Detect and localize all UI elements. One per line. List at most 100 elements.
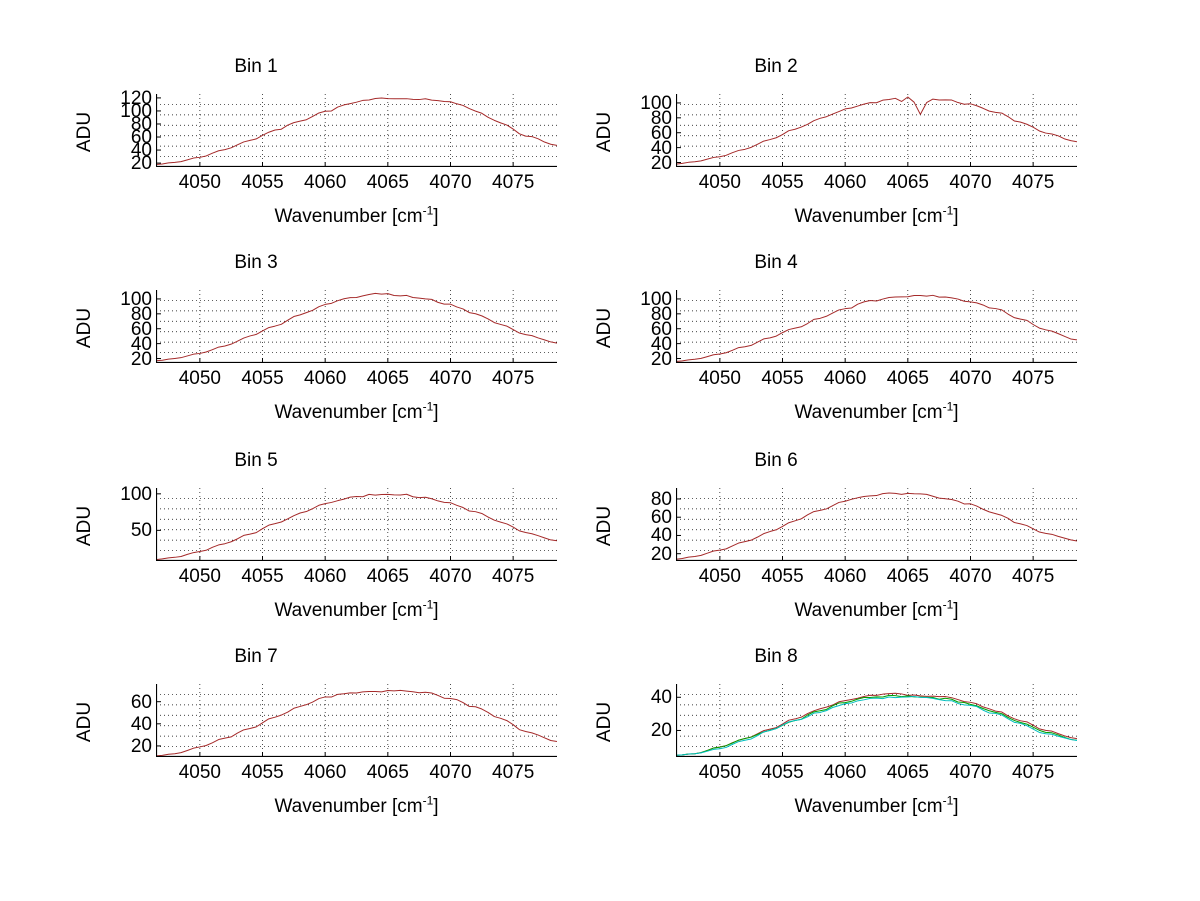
y-tick-label: 50 <box>130 520 152 542</box>
x-axis-label-exponent: -1 <box>942 793 954 808</box>
x-tick-label: 4065 <box>886 172 929 193</box>
plot-area <box>676 684 1077 757</box>
axes-svg <box>676 684 1077 757</box>
x-tick-label-group: 4050 4055 4060 4065 4070 4075 <box>156 762 557 786</box>
x-tick-label: 4075 <box>492 566 535 587</box>
y-tick-label-group: 40 20 <box>620 676 674 766</box>
x-tick-label: 4050 <box>178 368 221 389</box>
x-tick-label: 4055 <box>761 368 804 389</box>
x-tick-label: 4050 <box>698 762 741 783</box>
axis-spines <box>156 94 557 167</box>
gridlines <box>676 94 1077 167</box>
subplot-panel-bin-4: Bin 4 ADU 100 80 60 40 20 4050 4055 4060 4065 4070 4… <box>520 242 1120 437</box>
x-tick-label: 4055 <box>241 368 284 389</box>
x-axis-label-suffix: ] <box>953 796 959 817</box>
axis-spines <box>676 290 1077 363</box>
y-tick-label: 60 <box>650 122 672 144</box>
x-axis-label-exponent: -1 <box>422 597 434 612</box>
x-tick-label: 4055 <box>241 172 284 193</box>
y-tick-label: 20 <box>130 153 152 175</box>
trace-spectrum <box>676 96 1077 165</box>
axes-svg <box>156 488 557 561</box>
x-axis-label: Wavenumber [cm-1] <box>676 205 1077 228</box>
x-axis-label: Wavenumber [cm-1] <box>676 401 1077 424</box>
y-tick-label-group: 100 50 <box>100 480 154 570</box>
data-traces <box>156 493 557 561</box>
y-tick-label: 80 <box>650 303 672 325</box>
x-tick-label: 4070 <box>949 368 992 389</box>
panel-title: Bin 3 <box>234 252 278 273</box>
data-traces <box>156 97 557 165</box>
x-tick-label: 4075 <box>492 762 535 783</box>
x-tick-label: 4075 <box>492 368 535 389</box>
plot-area <box>676 488 1077 561</box>
plot-area <box>676 94 1077 167</box>
x-axis-label: Wavenumber [cm-1] <box>156 205 557 228</box>
x-tick-label: 4060 <box>304 762 347 783</box>
gridlines <box>156 488 557 561</box>
y-tick-label: 20 <box>650 720 672 742</box>
y-tick-label: 100 <box>120 288 152 310</box>
y-tick-label-group: 100 80 60 40 20 <box>100 282 154 372</box>
gridlines <box>156 290 557 363</box>
subplot-panel-bin-6: Bin 6 ADU 80 60 40 20 4050 4055 4060 4065 4070 4075… <box>520 440 1120 635</box>
y-tick-label: 60 <box>130 127 152 149</box>
y-tick-label: 80 <box>130 303 152 325</box>
axis-spines <box>676 94 1077 167</box>
y-tick-label-group: 100 80 60 40 20 <box>620 282 674 372</box>
panel-title: Bin 6 <box>754 450 798 471</box>
x-axis-label-prefix: Wavenumber [cm <box>794 796 943 817</box>
x-tick-label: 4060 <box>824 368 867 389</box>
x-tick-label: 4055 <box>241 762 284 783</box>
y-tick-label: 40 <box>650 333 672 355</box>
y-tick-label: 60 <box>130 318 152 340</box>
x-axis-label-suffix: ] <box>433 796 439 817</box>
data-traces <box>676 692 1077 756</box>
x-tick-label: 4060 <box>824 566 867 587</box>
x-axis-label: Wavenumber [cm-1] <box>676 599 1077 622</box>
y-tick-label: 100 <box>640 92 672 114</box>
x-tick-label: 4055 <box>761 762 804 783</box>
subplot-panel-bin-1: Bin 1 ADU 120 100 80 60 40 20 4050 4055 4060 4065 40… <box>0 46 600 241</box>
gridlines <box>156 684 557 757</box>
x-tick-label: 4065 <box>886 762 929 783</box>
subplot-panel-bin-3: Bin 3 ADU 100 80 60 40 20 4050 4055 4060 4065 4070 4… <box>0 242 600 437</box>
x-axis-label-suffix: ] <box>433 206 439 227</box>
x-axis-label-suffix: ] <box>953 600 959 621</box>
x-axis-label-prefix: Wavenumber [cm <box>794 600 943 621</box>
x-tick-label: 4055 <box>761 566 804 587</box>
plot-background <box>156 684 557 757</box>
subplot-panel-bin-2: Bin 2 ADU 100 80 60 40 20 4050 4055 4060 4065 4070 4… <box>520 46 1120 241</box>
y-tick-label-group: 100 80 60 40 20 <box>620 86 674 176</box>
trace-trace-green <box>676 694 1077 756</box>
data-traces <box>676 294 1077 362</box>
x-tick-label: 4050 <box>178 566 221 587</box>
y-axis-label-text: ADU <box>594 307 615 349</box>
y-tick-label: 60 <box>130 691 152 713</box>
y-tick-label: 80 <box>130 113 152 135</box>
y-axis-label: ADU <box>74 498 96 554</box>
x-tick-label: 4050 <box>698 368 741 389</box>
x-tick-label: 4070 <box>949 566 992 587</box>
axes-svg <box>676 290 1077 363</box>
x-tick-label: 4065 <box>366 368 409 389</box>
x-axis-label-exponent: -1 <box>422 399 434 414</box>
plot-background <box>156 488 557 561</box>
x-axis-label-suffix: ] <box>953 402 959 423</box>
y-axis-label: ADU <box>594 498 616 554</box>
y-axis-label-text: ADU <box>594 505 615 547</box>
x-axis-label: Wavenumber [cm-1] <box>156 597 557 622</box>
plot-area <box>156 684 557 757</box>
x-tick-label: 4065 <box>366 762 409 783</box>
x-tick-label: 4050 <box>178 172 221 193</box>
trace-spectrum <box>156 493 557 561</box>
y-tick-label: 20 <box>650 543 672 565</box>
plot-area <box>156 290 557 363</box>
y-tick-label: 100 <box>120 483 152 505</box>
x-tick-label: 4060 <box>824 172 867 193</box>
x-tick-label-group: 4050 4055 4060 4065 4070 4075 <box>676 566 1077 590</box>
y-tick-label: 20 <box>650 152 672 174</box>
gridlines <box>676 488 1077 561</box>
gridlines <box>156 94 557 167</box>
x-tick-label: 4075 <box>1012 368 1055 389</box>
